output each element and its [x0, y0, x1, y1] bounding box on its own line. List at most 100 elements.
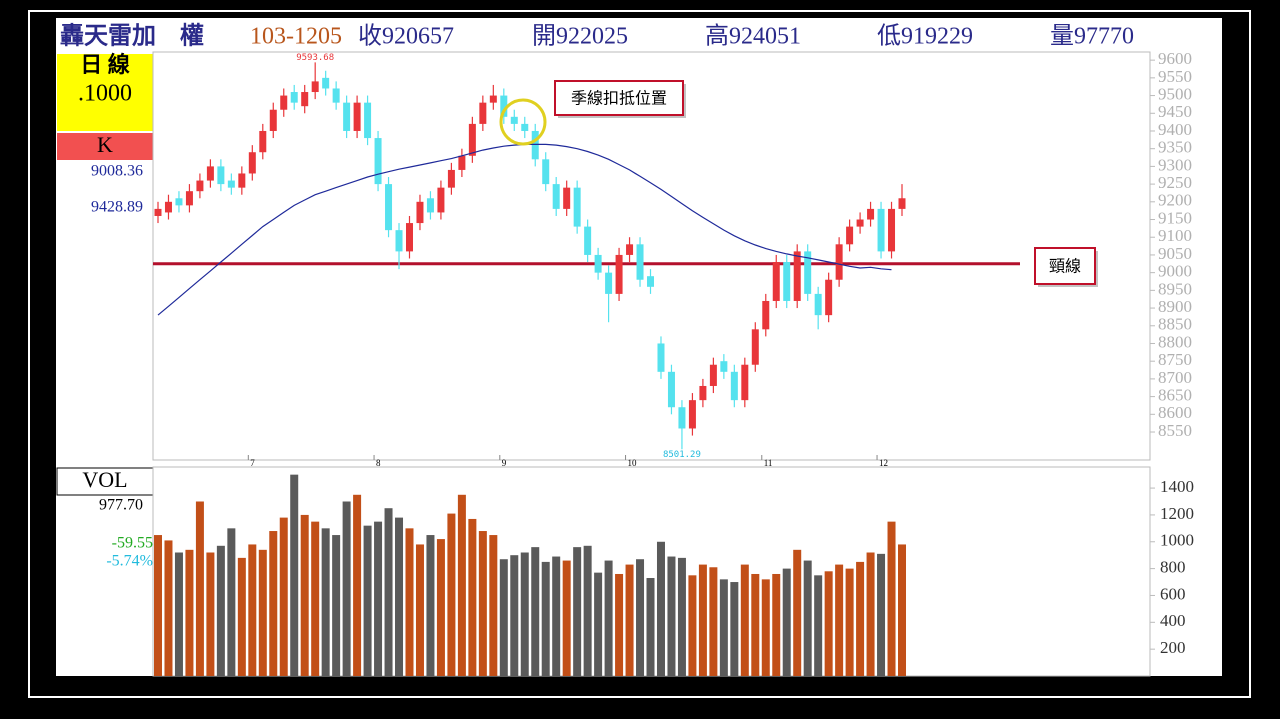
- candle-body: [552, 184, 560, 209]
- candle-body: [332, 88, 340, 103]
- candle-body: [783, 262, 791, 301]
- candle-body: [762, 300, 770, 330]
- candle-body: [269, 109, 277, 131]
- volume-bar: [594, 572, 603, 676]
- volume-bar: [499, 559, 508, 676]
- y-tick-label: 1400: [1160, 477, 1194, 496]
- candle-body: [605, 272, 613, 294]
- y-tick-label: 8600: [1158, 403, 1192, 422]
- volume-bar: [164, 540, 173, 676]
- candle-body: [500, 95, 508, 117]
- volume-bar: [740, 564, 749, 676]
- y-tick-label: 8700: [1158, 368, 1192, 387]
- volume-bar: [311, 521, 320, 676]
- volume-bar: [279, 517, 288, 676]
- y-tick-label: 8850: [1158, 315, 1192, 334]
- header-open: 開922025: [532, 24, 628, 50]
- y-tick-label: 9400: [1158, 120, 1192, 139]
- high-label: 9593.68: [296, 53, 334, 63]
- x-tick-label: 9: [502, 458, 507, 468]
- candle-body: [405, 223, 413, 252]
- x-tick-label: 11: [764, 458, 773, 468]
- candle-body: [154, 208, 162, 216]
- candle-body: [510, 116, 518, 124]
- candle-body: [584, 226, 592, 255]
- volume-bar: [656, 541, 665, 676]
- volume-bar: [698, 564, 707, 676]
- header-title: 轟天雷加 權: [60, 23, 204, 50]
- candle-body: [426, 198, 434, 213]
- volume-bar: [562, 560, 571, 676]
- candle-body: [730, 371, 738, 401]
- volume-bar: [709, 567, 718, 676]
- candle-body: [793, 251, 801, 301]
- candle-body: [709, 364, 717, 386]
- y-tick-label: 9200: [1158, 191, 1192, 210]
- y-tick-label: 9150: [1158, 208, 1192, 227]
- period-box: [57, 54, 153, 131]
- x-tick-label: 12: [879, 458, 888, 468]
- volume-bar: [300, 514, 309, 676]
- volume-bar: [436, 539, 445, 676]
- volume-bar: [615, 573, 624, 676]
- candle-body: [835, 244, 843, 280]
- x-tick-label: 10: [628, 458, 638, 468]
- volume-bar: [552, 556, 561, 676]
- volume-bar: [772, 573, 781, 676]
- price-plot: [152, 51, 1151, 461]
- candle-body: [615, 254, 623, 294]
- candle-body: [479, 102, 487, 124]
- y-tick-label: 1200: [1160, 504, 1194, 523]
- candle-body: [364, 102, 372, 139]
- scale: .1000: [78, 81, 132, 107]
- candle-body: [772, 262, 780, 301]
- volume-bar: [457, 494, 466, 676]
- volume-bar: [154, 535, 162, 676]
- volume-bar: [751, 573, 760, 676]
- volume-bar: [321, 528, 330, 676]
- k-label: K: [97, 132, 113, 157]
- x-tick-label: 8: [376, 458, 381, 468]
- volume-bar: [248, 544, 257, 676]
- volume-bar: [646, 578, 655, 676]
- volume-bar: [898, 544, 906, 676]
- y-tick-label: 9000: [1158, 262, 1192, 281]
- volume-bar: [625, 564, 634, 676]
- candle-body: [867, 208, 875, 220]
- low-label: 8501.29: [663, 450, 701, 460]
- candle-body: [416, 201, 424, 224]
- y-tick-label: 8800: [1158, 332, 1192, 351]
- volume-bar: [866, 552, 875, 676]
- candle-body: [521, 123, 529, 131]
- volume-bar: [195, 501, 204, 676]
- volume-bar: [541, 561, 550, 676]
- y-tick-label: 9300: [1158, 155, 1192, 174]
- y-tick-label: 8550: [1158, 421, 1192, 440]
- candle-body: [489, 95, 497, 103]
- volume-bar: [814, 575, 823, 676]
- y-tick-label: 600: [1160, 584, 1186, 603]
- annotation: 季線扣抵位置: [571, 89, 667, 108]
- candle-body: [688, 400, 696, 429]
- candle-body: [804, 251, 812, 294]
- volume-bar: [353, 494, 362, 676]
- candle-body: [185, 191, 193, 206]
- candle-body: [542, 159, 550, 185]
- volume-bar: [835, 564, 844, 676]
- volume-bar: [206, 552, 215, 676]
- y-tick-label: 9250: [1158, 173, 1192, 192]
- candle-body: [206, 166, 214, 181]
- frame: [28, 10, 1251, 698]
- volume-bar: [478, 531, 487, 676]
- y-tick-label: 800: [1160, 558, 1186, 577]
- y-tick-label: 8900: [1158, 297, 1192, 316]
- header-low: 低919229: [877, 23, 973, 50]
- volume-bar: [856, 561, 865, 676]
- volume-bar: [719, 579, 728, 676]
- neckline-box: [1034, 247, 1096, 285]
- candle-body: [678, 407, 686, 429]
- volume-bar: [604, 560, 613, 676]
- volume-bar: [803, 560, 812, 676]
- y-tick-label: 8750: [1158, 350, 1192, 369]
